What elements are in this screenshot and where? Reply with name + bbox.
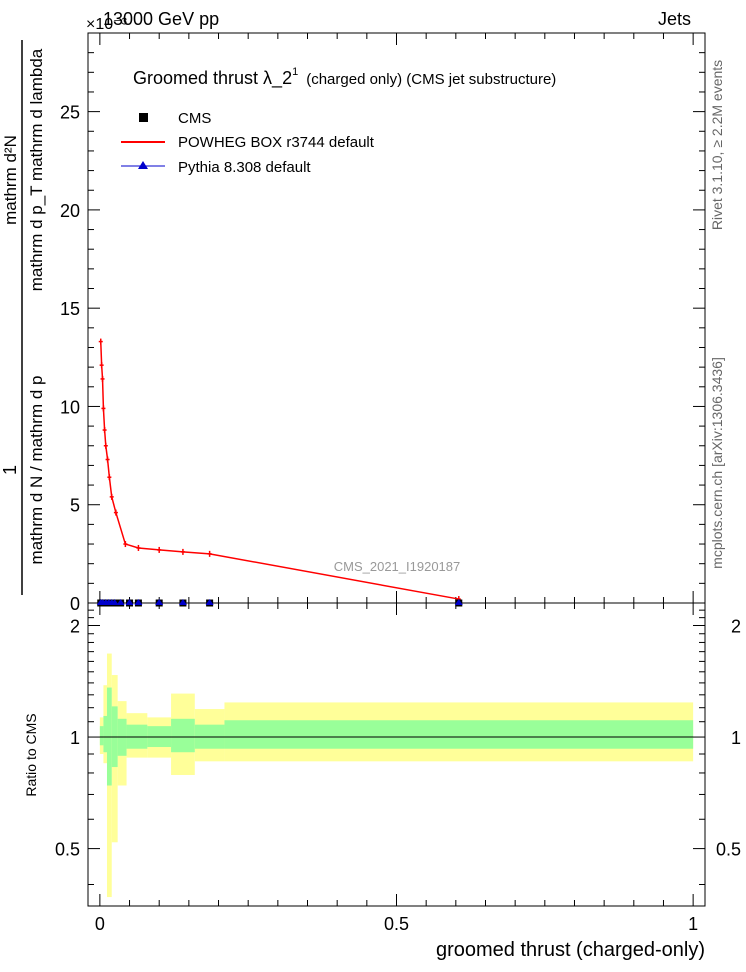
category-label: Jets — [658, 9, 691, 29]
y-tick-label: 15 — [60, 299, 80, 319]
ratio-y-tick-label-left: 2 — [70, 616, 80, 636]
ratio-axis-ticks: 0.5 0.5 1 1 2 2 — [55, 609, 741, 886]
pythia-point — [110, 599, 119, 605]
pythia-point — [134, 599, 143, 605]
ratio-band-inner-9 — [224, 720, 694, 749]
legend-title-rest: (charged only) (CMS jet substructure) — [306, 71, 556, 88]
pythia-point — [178, 599, 187, 605]
legend-entry-pythia: Pythia 8.308 default — [178, 159, 311, 176]
powheg-line — [100, 341, 459, 600]
side-label-mcplots: mcplots.cern.ch [arXiv:1306.3436] — [709, 357, 725, 569]
pythia-point — [155, 599, 164, 605]
pythia-point — [116, 599, 125, 605]
ratio-band-inner-2 — [106, 687, 112, 786]
ratio-y-tick-label-right: 1 — [731, 728, 741, 748]
analysis-id: CMS_2021_I1920187 — [334, 559, 461, 574]
y-tick-label: 5 — [70, 496, 80, 516]
legend-entry-cms: CMS — [178, 110, 211, 127]
y-axis-title-numerator-1: 1 — [0, 465, 20, 475]
y-tick-label: 20 — [60, 201, 80, 221]
y-axis-title-denominator-1: mathrm d N / mathrm d p — [27, 376, 46, 565]
y-axis-title-d2N: mathrm d²N — [1, 135, 20, 225]
ratio-y-tick-label-right: 0.5 — [716, 840, 741, 860]
pythia-point — [125, 599, 134, 605]
pythia-point — [205, 599, 214, 605]
ratio-y-tick-label-left: 1 — [70, 728, 80, 748]
legend-title-sup: 1 — [292, 66, 298, 78]
y-exponent-label: ×10⁻³ — [86, 16, 128, 33]
ratio-y-tick-label-left: 0.5 — [55, 840, 80, 860]
ratio-bands — [99, 653, 694, 898]
series-layer — [96, 338, 463, 607]
ratio-band-inner-7 — [171, 718, 195, 753]
legend-title-main: Groomed thrust λ_2 — [133, 68, 292, 89]
ratio-band-inner-1 — [103, 715, 107, 753]
y-axis-title: 1 mathrm d N / mathrm d p mathrm d²N mat… — [0, 40, 46, 595]
energy-label: 13000 GeV pp — [103, 9, 219, 29]
legend-title: Groomed thrust λ_21 (charged only) (CMS j… — [133, 66, 556, 89]
legend-entry-powheg: POWHEG BOX r3744 default — [178, 134, 375, 151]
y-tick-label: 0 — [70, 594, 80, 614]
legend-pythia-marker — [138, 161, 148, 169]
y-axis-title-denominator-2: mathrm d p_T mathrm d lambda — [27, 48, 46, 291]
legend-cms-marker — [139, 113, 148, 122]
pythia-point — [454, 599, 463, 605]
ratio-band-inner-0 — [99, 726, 104, 746]
x-tick-label: 1 — [688, 914, 698, 934]
x-tick-label: 0 — [95, 914, 105, 934]
side-label-rivet: Rivet 3.1.10, ≥ 2.2M events — [709, 60, 725, 230]
x-axis-title: groomed thrust (charged-only) — [436, 939, 705, 961]
x-tick-label: 0.5 — [384, 914, 409, 934]
ratio-y-axis-title: Ratio to CMS — [23, 713, 39, 796]
ratio-y-tick-label-right: 2 — [731, 616, 741, 636]
main-axis-ticks: 0 5 10 15 20 25 0 0.5 1 — [60, 32, 705, 934]
y-tick-label: 25 — [60, 103, 80, 123]
y-tick-label: 10 — [60, 397, 80, 417]
